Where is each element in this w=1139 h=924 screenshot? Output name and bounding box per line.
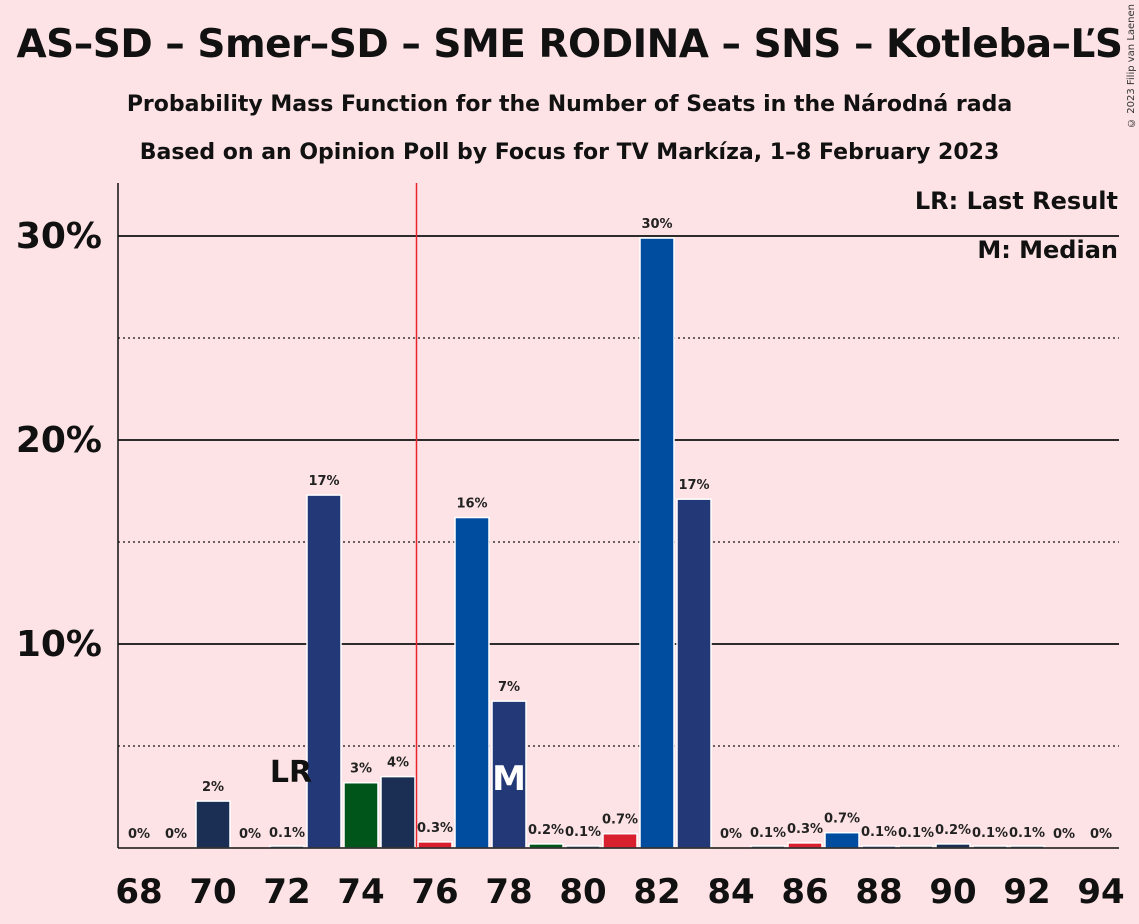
x-tick-label: 80 <box>559 872 606 912</box>
bar-value-label: 0% <box>239 827 261 842</box>
bar-value-label: 0% <box>720 827 742 842</box>
x-tick-label: 94 <box>1077 872 1124 912</box>
y-tick-label: 20% <box>16 420 102 461</box>
bar-value-label: 0% <box>1090 827 1112 842</box>
bar-seat-74 <box>343 781 379 849</box>
bar-value-label: 0.1% <box>750 826 786 841</box>
x-tick-label: 72 <box>263 872 310 912</box>
bar-value-label: 3% <box>350 762 372 777</box>
bar-value-label: 2% <box>202 780 224 795</box>
bar-value-label: 0.2% <box>935 823 971 838</box>
bar-seat-82 <box>639 237 675 849</box>
bar-value-label: 7% <box>498 680 520 695</box>
axes: 68 70 72 74 76 78 80 82 84 86 88 90 92 94 <box>115 183 1125 912</box>
bar-seat-76 <box>417 841 453 849</box>
y-tick-label: 10% <box>16 624 102 665</box>
bar-value-label: 16% <box>456 497 487 512</box>
bar-value-label: 0.1% <box>269 826 305 841</box>
bar-value-label: 0.1% <box>861 825 897 840</box>
x-tick-label: 84 <box>707 872 754 912</box>
chart-title: AS–SD – Smer–SD – SME RODINA – SNS – Kot… <box>16 22 1123 67</box>
bar-value-label: 0% <box>128 827 150 842</box>
bar-value-label: 0.7% <box>824 812 860 827</box>
x-tick-label: 78 <box>485 872 532 912</box>
bar-labels: 0% 0%2%0% 0.1%17%3% 4%0.3%16%7%0.2% 0.1%0.7%… <box>128 217 1112 842</box>
y-tick-label: 30% <box>16 216 102 257</box>
bar-seat-73 <box>306 494 342 849</box>
x-tick-label: 88 <box>855 872 902 912</box>
median-marker: M <box>492 759 526 799</box>
bars <box>195 237 1045 849</box>
x-tick-label: 74 <box>337 872 384 912</box>
bar-value-label: 0.1% <box>898 826 934 841</box>
bar-value-label: 0.3% <box>417 821 453 836</box>
legend-median: M: Median <box>977 236 1118 264</box>
markers: LR M <box>270 183 526 848</box>
x-tick-label: 82 <box>633 872 680 912</box>
x-tick-label: 92 <box>1003 872 1050 912</box>
bar-seat-78 <box>491 700 527 849</box>
bar-seat-83 <box>676 498 712 849</box>
bar-seat-81 <box>602 832 638 849</box>
bar-seat-87 <box>824 831 860 849</box>
x-tick-label: 70 <box>189 872 236 912</box>
bar-value-label: 0.1% <box>565 825 601 840</box>
bar-value-label: 0.3% <box>787 822 823 837</box>
bar-value-label: 30% <box>641 217 672 232</box>
bar-value-label: 4% <box>387 756 409 771</box>
bar-value-label: 0.1% <box>972 826 1008 841</box>
legend-last-result: LR: Last Result <box>915 187 1118 215</box>
bar-value-label: 0.7% <box>602 813 638 828</box>
x-tick-label: 90 <box>929 872 976 912</box>
x-tick-label: 68 <box>115 872 162 912</box>
last-result-marker: LR <box>270 755 312 790</box>
chart-subtitle-2: Based on an Opinion Poll by Focus for TV… <box>139 140 1000 165</box>
bar-value-label: 0.1% <box>1009 826 1045 841</box>
grid-lines: 10% 20% 30% <box>16 216 1119 747</box>
bar-value-label: 17% <box>308 474 339 489</box>
bar-value-label: 0% <box>1053 827 1075 842</box>
x-tick-label: 76 <box>411 872 458 912</box>
bar-seat-86 <box>787 842 823 849</box>
bar-seat-75 <box>380 775 416 849</box>
x-tick-label: 86 <box>781 872 828 912</box>
bar-value-label: 17% <box>678 478 709 493</box>
bar-value-label: 0.2% <box>528 823 564 838</box>
bar-seat-70 <box>195 800 231 849</box>
bar-value-label: 0% <box>165 827 187 842</box>
bar-seat-77 <box>454 516 490 849</box>
chart-subtitle-1: Probability Mass Function for the Number… <box>126 92 1013 117</box>
